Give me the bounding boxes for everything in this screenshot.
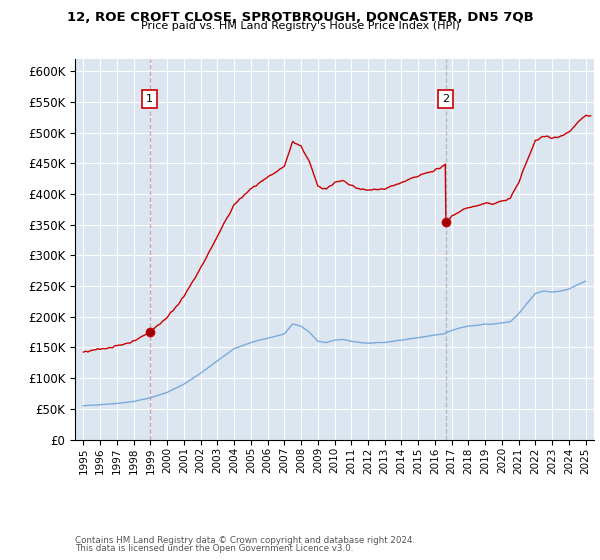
- Text: 12, ROE CROFT CLOSE, SPROTBROUGH, DONCASTER, DN5 7QB: 12, ROE CROFT CLOSE, SPROTBROUGH, DONCAS…: [67, 11, 533, 24]
- Text: 1: 1: [146, 94, 153, 104]
- Text: This data is licensed under the Open Government Licence v3.0.: This data is licensed under the Open Gov…: [75, 544, 353, 553]
- Text: 2: 2: [442, 94, 449, 104]
- Text: Price paid vs. HM Land Registry's House Price Index (HPI): Price paid vs. HM Land Registry's House …: [140, 21, 460, 31]
- Text: Contains HM Land Registry data © Crown copyright and database right 2024.: Contains HM Land Registry data © Crown c…: [75, 536, 415, 545]
